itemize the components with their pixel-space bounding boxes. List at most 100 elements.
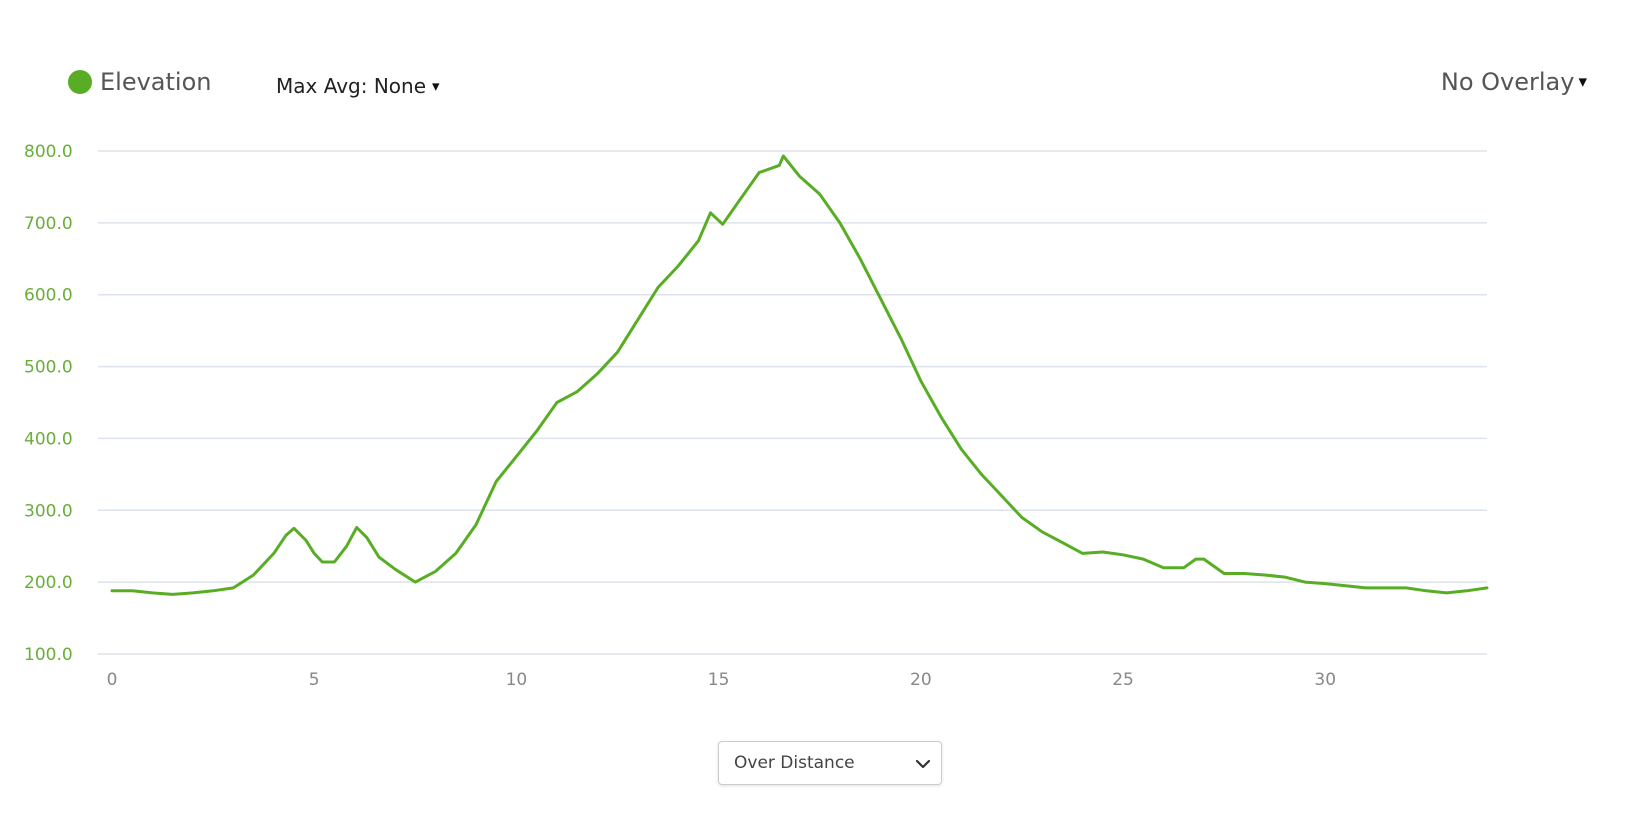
data-point[interactable] xyxy=(796,172,804,180)
data-point[interactable] xyxy=(1422,587,1430,595)
x-axis-mode-value: Over Distance xyxy=(734,753,855,773)
x-tick-label: 0 xyxy=(107,670,118,690)
data-point[interactable] xyxy=(432,567,440,575)
data-point[interactable] xyxy=(353,524,361,532)
data-point[interactable] xyxy=(1281,573,1289,581)
legend-label: Elevation xyxy=(100,68,212,96)
x-tick-label: 30 xyxy=(1314,670,1336,690)
data-point[interactable] xyxy=(1139,555,1147,563)
max-avg-dropdown[interactable]: Max Avg: None ▾ xyxy=(276,74,440,98)
data-point[interactable] xyxy=(512,452,520,460)
data-point[interactable] xyxy=(1200,555,1208,563)
data-point[interactable] xyxy=(779,152,787,160)
data-point[interactable] xyxy=(707,209,715,217)
data-point[interactable] xyxy=(1058,539,1066,547)
data-point[interactable] xyxy=(363,534,371,542)
data-point[interactable] xyxy=(250,571,258,579)
data-point[interactable] xyxy=(1192,555,1200,563)
x-tick-label: 20 xyxy=(910,670,932,690)
data-point[interactable] xyxy=(1382,584,1390,592)
overlay-label: No Overlay xyxy=(1440,68,1575,96)
data-point[interactable] xyxy=(674,262,682,270)
data-point[interactable] xyxy=(755,169,763,177)
data-point[interactable] xyxy=(816,190,824,198)
data-point[interactable] xyxy=(836,219,844,227)
data-point[interactable] xyxy=(282,531,290,539)
data-point[interactable] xyxy=(302,536,310,544)
data-point[interactable] xyxy=(1180,564,1188,572)
data-point[interactable] xyxy=(318,558,326,566)
data-point[interactable] xyxy=(343,542,351,550)
data-point[interactable] xyxy=(452,549,460,557)
data-point[interactable] xyxy=(1362,584,1370,592)
data-point[interactable] xyxy=(1321,580,1329,588)
data-point[interactable] xyxy=(411,578,419,586)
x-tick-label: 25 xyxy=(1112,670,1134,690)
y-tick-label: 500.0 xyxy=(24,358,73,378)
data-point[interactable] xyxy=(310,549,318,557)
data-point[interactable] xyxy=(1240,570,1248,578)
data-point[interactable] xyxy=(917,377,925,385)
chevron-down-icon xyxy=(915,759,931,769)
data-point[interactable] xyxy=(977,470,985,478)
data-point[interactable] xyxy=(1341,582,1349,590)
data-point[interactable] xyxy=(694,237,702,245)
data-point[interactable] xyxy=(614,348,622,356)
data-point[interactable] xyxy=(654,284,662,292)
data-point[interactable] xyxy=(719,220,727,228)
data-point[interactable] xyxy=(375,553,383,561)
data-point[interactable] xyxy=(775,161,783,169)
data-point[interactable] xyxy=(735,197,743,205)
data-point[interactable] xyxy=(108,587,116,595)
data-point[interactable] xyxy=(1038,528,1046,536)
data-point[interactable] xyxy=(634,316,642,324)
x-tick-label: 10 xyxy=(506,670,528,690)
series-line-elevation[interactable] xyxy=(110,154,1489,596)
elevation-chart: 100.0 200.0 300.0 400.0 500.0 600.0 700.0 800.0… xyxy=(24,142,1491,690)
data-point[interactable] xyxy=(209,587,217,595)
x-tick-label: 15 xyxy=(708,670,730,690)
legend-item-elevation[interactable]: Elevation xyxy=(68,68,211,96)
data-point[interactable] xyxy=(1261,571,1269,579)
data-point[interactable] xyxy=(1079,549,1087,557)
data-point[interactable] xyxy=(229,584,237,592)
x-tick-label: 5 xyxy=(309,670,320,690)
data-point[interactable] xyxy=(169,590,177,598)
data-point[interactable] xyxy=(128,587,136,595)
data-point[interactable] xyxy=(270,549,278,557)
data-point[interactable] xyxy=(1220,570,1228,578)
data-point[interactable] xyxy=(472,521,480,529)
data-point[interactable] xyxy=(593,370,601,378)
data-point[interactable] xyxy=(1402,584,1410,592)
data-point[interactable] xyxy=(391,565,399,573)
data-point[interactable] xyxy=(573,388,581,396)
data-point[interactable] xyxy=(492,478,500,486)
data-point[interactable] xyxy=(1159,564,1167,572)
data-point[interactable] xyxy=(148,589,156,597)
data-point[interactable] xyxy=(1099,548,1107,556)
data-point[interactable] xyxy=(1119,551,1127,559)
data-point[interactable] xyxy=(533,427,541,435)
data-point[interactable] xyxy=(856,255,864,263)
y-tick-label: 100.0 xyxy=(24,645,73,665)
data-point[interactable] xyxy=(290,524,298,532)
y-tick-label: 200.0 xyxy=(24,573,73,593)
data-point[interactable] xyxy=(957,445,965,453)
overlay-dropdown[interactable]: No Overlay ▾ xyxy=(1441,68,1587,96)
data-point[interactable] xyxy=(1301,578,1309,586)
data-point[interactable] xyxy=(1443,589,1451,597)
data-point[interactable] xyxy=(1483,584,1491,592)
data-point[interactable] xyxy=(189,589,197,597)
data-point[interactable] xyxy=(897,334,905,342)
data-point[interactable] xyxy=(330,558,338,566)
legend-color-dot xyxy=(68,70,92,94)
x-axis-mode-select[interactable]: Over Distance xyxy=(718,741,942,785)
data-point[interactable] xyxy=(553,399,561,407)
y-tick-label: 400.0 xyxy=(24,429,73,449)
data-point[interactable] xyxy=(1463,587,1471,595)
data-point[interactable] xyxy=(937,413,945,421)
data-point[interactable] xyxy=(998,492,1006,500)
y-tick-label: 800.0 xyxy=(24,142,73,162)
data-point[interactable] xyxy=(876,294,884,302)
data-point[interactable] xyxy=(1018,513,1026,521)
